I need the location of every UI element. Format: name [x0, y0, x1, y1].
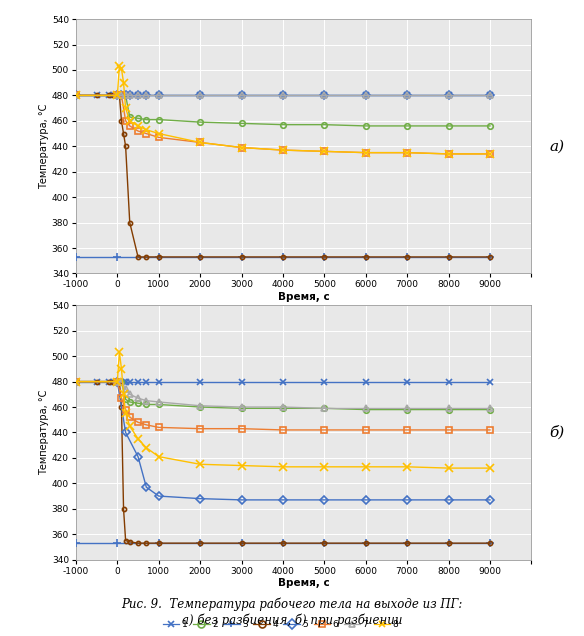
X-axis label: Время, с: Время, с [278, 292, 329, 302]
Text: а): а) [550, 139, 565, 153]
X-axis label: Время, с: Время, с [278, 578, 329, 588]
Y-axis label: Температура, °С: Температура, °С [39, 104, 49, 189]
Legend: 1, 2, 3, 4, 5, 6, 7, 8: 1, 2, 3, 4, 5, 6, 7, 8 [164, 334, 398, 343]
Text: Рис. 9.  Температура рабочего тела на выходе из ПГ:
а) без разбиения, б) при раз: Рис. 9. Температура рабочего тела на вых… [121, 598, 463, 627]
Y-axis label: Температура, °С: Температура, °С [39, 390, 49, 475]
Text: б): б) [550, 425, 565, 439]
Legend: 1, 2, 3, 4, 5, 6, 7, 8: 1, 2, 3, 4, 5, 6, 7, 8 [164, 620, 398, 629]
